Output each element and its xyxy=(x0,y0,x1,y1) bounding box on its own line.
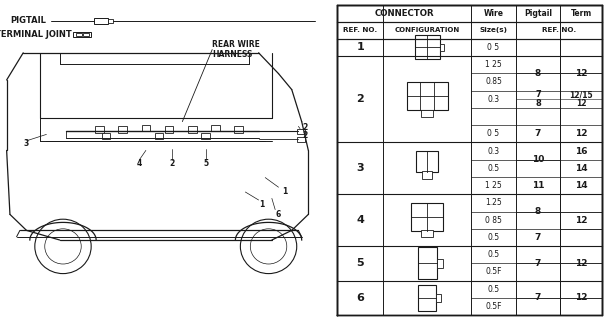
Bar xyxy=(119,126,127,133)
Text: 0.85: 0.85 xyxy=(485,77,502,86)
Bar xyxy=(108,19,113,23)
Text: 1: 1 xyxy=(283,188,288,196)
Text: 12: 12 xyxy=(575,69,587,78)
Text: 4: 4 xyxy=(137,159,142,168)
Text: 3: 3 xyxy=(24,140,29,148)
Text: Term: Term xyxy=(571,9,592,18)
Text: 0.5: 0.5 xyxy=(488,285,500,294)
Text: 12: 12 xyxy=(575,129,587,138)
Bar xyxy=(142,125,150,131)
Text: 7: 7 xyxy=(535,293,541,302)
Text: 5: 5 xyxy=(356,258,364,268)
Text: 8: 8 xyxy=(535,207,541,216)
Text: 0.3: 0.3 xyxy=(488,147,500,156)
Bar xyxy=(102,133,110,139)
Bar xyxy=(296,137,305,142)
Text: 8: 8 xyxy=(535,99,541,108)
Text: 4: 4 xyxy=(356,215,364,225)
Bar xyxy=(234,126,243,133)
Bar xyxy=(417,247,437,279)
Text: 14: 14 xyxy=(575,181,587,190)
Bar xyxy=(165,126,174,133)
Text: REF. NO.: REF. NO. xyxy=(343,27,378,33)
Bar xyxy=(95,126,104,133)
Bar xyxy=(437,259,443,268)
Bar xyxy=(73,32,91,37)
Text: 0 85: 0 85 xyxy=(485,216,502,225)
Bar xyxy=(416,151,439,172)
Text: 14: 14 xyxy=(575,164,587,173)
Bar xyxy=(439,44,445,51)
Text: 12: 12 xyxy=(575,259,587,268)
Bar xyxy=(421,230,433,237)
Text: 6: 6 xyxy=(276,210,281,219)
Text: CONFIGURATION: CONFIGURATION xyxy=(394,27,460,33)
Text: TERMINAL JOINT: TERMINAL JOINT xyxy=(0,30,71,39)
Text: 0.5: 0.5 xyxy=(488,233,500,242)
Text: 12: 12 xyxy=(575,216,587,225)
Bar xyxy=(436,294,441,302)
Bar xyxy=(201,133,210,139)
Bar xyxy=(188,126,197,133)
Text: 1: 1 xyxy=(260,200,264,209)
Bar xyxy=(94,18,108,24)
Text: 0.5F: 0.5F xyxy=(485,302,502,311)
Text: Wire: Wire xyxy=(483,9,503,18)
Text: 12: 12 xyxy=(576,99,586,108)
Bar xyxy=(211,125,220,131)
Text: 8: 8 xyxy=(535,69,541,78)
Text: 7: 7 xyxy=(535,129,541,138)
Text: 0.3: 0.3 xyxy=(488,95,500,104)
Bar xyxy=(296,129,305,134)
Text: 1 25: 1 25 xyxy=(485,60,502,69)
Bar xyxy=(82,33,88,36)
Text: REF. NO.: REF. NO. xyxy=(542,27,576,33)
Text: 11: 11 xyxy=(532,181,544,190)
Text: 0 5: 0 5 xyxy=(488,129,500,138)
Text: 1: 1 xyxy=(356,42,364,52)
Text: 6: 6 xyxy=(356,293,364,303)
Text: 12: 12 xyxy=(575,293,587,302)
Text: 0.5F: 0.5F xyxy=(485,268,502,276)
Text: 0.5: 0.5 xyxy=(488,164,500,173)
Text: 0 5: 0 5 xyxy=(488,43,500,52)
Text: 2: 2 xyxy=(302,132,307,140)
Text: 7: 7 xyxy=(535,259,541,268)
Text: 10: 10 xyxy=(532,155,544,164)
Text: 2: 2 xyxy=(302,124,307,132)
Text: 12/15: 12/15 xyxy=(569,90,593,100)
Text: REAR WIRE: REAR WIRE xyxy=(212,40,260,49)
Text: 3: 3 xyxy=(356,163,364,173)
Bar xyxy=(155,133,163,139)
Text: 5: 5 xyxy=(203,159,208,168)
Text: 7: 7 xyxy=(535,233,541,242)
Text: 2: 2 xyxy=(356,94,364,104)
Bar xyxy=(76,33,82,36)
Text: 7: 7 xyxy=(535,90,541,100)
Text: 0.5: 0.5 xyxy=(488,250,500,259)
Text: CONNECTOR: CONNECTOR xyxy=(374,9,434,18)
Text: HARNESS: HARNESS xyxy=(212,50,252,59)
Text: Size(s): Size(s) xyxy=(480,27,508,33)
Bar xyxy=(407,82,448,110)
Bar xyxy=(421,110,433,117)
Text: 2: 2 xyxy=(170,159,175,168)
Text: 1.25: 1.25 xyxy=(485,198,502,207)
Text: Pigtail: Pigtail xyxy=(524,9,552,18)
Text: 16: 16 xyxy=(575,147,587,156)
Bar xyxy=(415,36,439,60)
Bar xyxy=(418,285,436,311)
Text: PIGTAIL: PIGTAIL xyxy=(10,16,46,25)
Text: 1 25: 1 25 xyxy=(485,181,502,190)
Bar xyxy=(411,204,443,230)
Bar xyxy=(558,5,561,39)
Bar xyxy=(422,171,432,179)
